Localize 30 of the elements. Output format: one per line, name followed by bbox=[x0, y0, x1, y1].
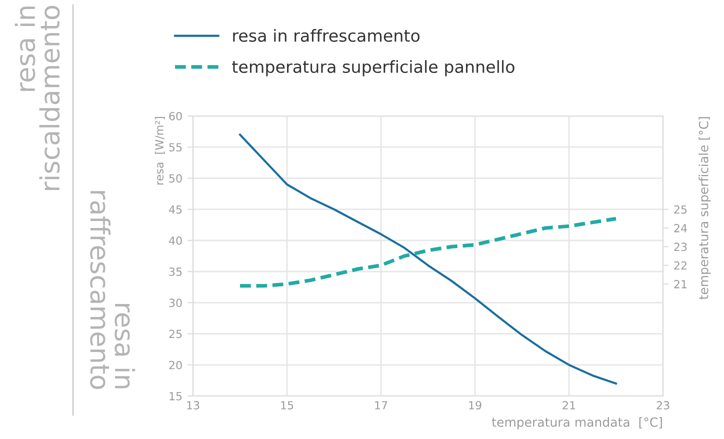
text: resa in raffrescamento bbox=[90, 191, 136, 390]
legend-label: temperatura superficiale pannello bbox=[232, 60, 514, 76]
y-tick-label: 50 bbox=[169, 174, 182, 183]
x-axis-title: temperatura mandata [°C] bbox=[492, 417, 662, 430]
y-tick-label: 35 bbox=[169, 268, 182, 276]
y-tick-label: 45 bbox=[168, 205, 182, 214]
line-series bbox=[238, 216, 618, 288]
x-tick-label: 13 bbox=[187, 401, 200, 410]
line-series bbox=[238, 134, 618, 385]
y-axis-title: resa [W/m²] bbox=[154, 116, 165, 184]
y-tick-label: 40 bbox=[168, 236, 182, 245]
y2-tick-label: 24 bbox=[674, 224, 687, 232]
y-tick-label: 20 bbox=[169, 360, 182, 370]
x-tick-label: 21 bbox=[562, 401, 576, 410]
legend-label: resa in raffrescamento bbox=[233, 29, 420, 42]
x-tick-label: 17 bbox=[375, 401, 388, 410]
x-tick-label: 15 bbox=[281, 401, 294, 410]
y2-axis-title: temperatura superficiale [°C] bbox=[698, 117, 711, 300]
x-tick-label: 23 bbox=[656, 401, 670, 410]
y-tick-label: 15 bbox=[170, 392, 182, 400]
text: resa in riscaldamento bbox=[14, 6, 60, 190]
y2-tick-label: 22 bbox=[674, 261, 686, 270]
y-tick-label: 30 bbox=[169, 298, 182, 308]
y2-tick-label: 21 bbox=[674, 280, 687, 288]
x-tick-label: 19 bbox=[469, 401, 482, 410]
y-tick-label: 25 bbox=[169, 330, 182, 338]
y2-tick-label: 23 bbox=[674, 242, 687, 252]
y2-tick-label: 25 bbox=[674, 205, 687, 214]
y-tick-label: 55 bbox=[169, 143, 182, 152]
y-tick-label: 60 bbox=[169, 112, 182, 120]
